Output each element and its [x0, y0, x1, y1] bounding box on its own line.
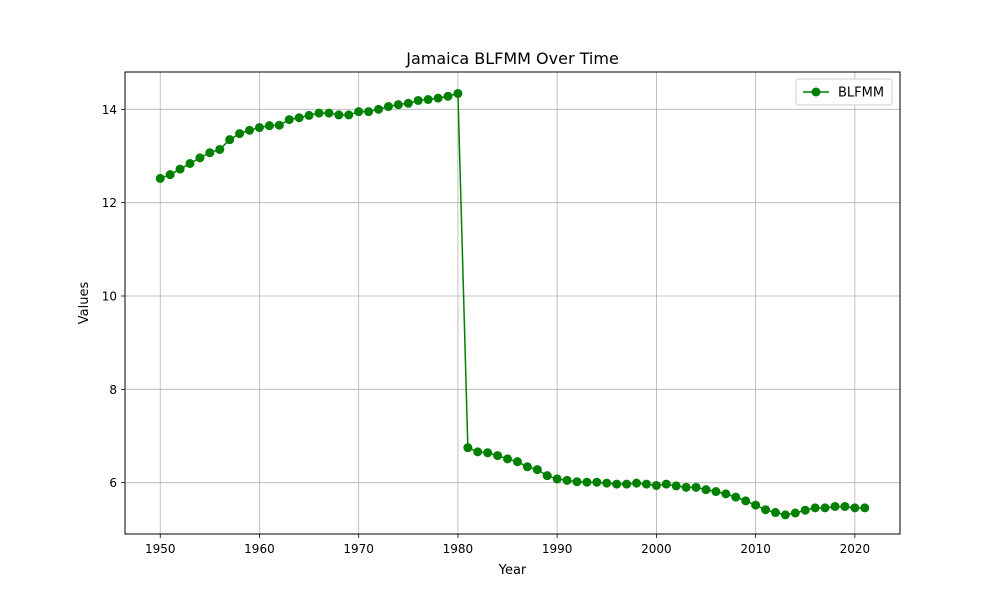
data-point: [800, 505, 810, 515]
data-point: [403, 98, 413, 108]
data-point: [820, 503, 830, 513]
data-point: [810, 503, 820, 513]
data-point: [701, 485, 711, 495]
data-point: [552, 474, 562, 484]
data-point: [314, 108, 324, 118]
data-point: [602, 478, 612, 488]
data-point: [592, 477, 602, 487]
data-point: [304, 110, 314, 120]
data-point: [245, 125, 255, 135]
data-point: [354, 107, 364, 117]
data-point: [383, 102, 393, 112]
x-tick-label: 1980: [443, 542, 474, 556]
data-point: [155, 173, 165, 183]
data-point: [324, 108, 334, 118]
data-point: [225, 135, 235, 145]
data-point: [493, 451, 503, 461]
data-point: [542, 471, 552, 481]
data-point: [195, 153, 205, 163]
data-point: [671, 481, 681, 491]
x-tick-label: 2010: [740, 542, 771, 556]
data-point: [393, 100, 403, 110]
y-tick-label: 12: [102, 196, 117, 210]
y-tick-label: 6: [109, 476, 117, 490]
chart-title: Jamaica BLFMM Over Time: [405, 49, 619, 68]
data-point: [264, 121, 274, 131]
data-point: [582, 477, 592, 487]
x-tick-label: 2020: [840, 542, 871, 556]
data-point: [790, 508, 800, 518]
x-tick-label: 1970: [343, 542, 374, 556]
x-tick-label: 1950: [145, 542, 176, 556]
data-point: [453, 88, 463, 98]
data-point: [731, 492, 741, 502]
data-point: [780, 510, 790, 520]
data-point: [433, 93, 443, 103]
data-point: [512, 457, 522, 467]
data-point: [175, 164, 185, 174]
x-tick-label: 2000: [641, 542, 672, 556]
y-axis: 6 8 10 12 14: [102, 103, 125, 490]
legend-label: BLFMM: [838, 86, 884, 101]
y-tick-label: 8: [109, 383, 117, 397]
data-point: [185, 158, 195, 168]
y-tick-label: 14: [102, 103, 117, 117]
data-point: [632, 478, 642, 488]
data-point: [215, 144, 225, 154]
data-point: [572, 477, 582, 487]
y-tick-label: 10: [102, 290, 117, 304]
data-point: [463, 443, 473, 453]
data-point: [294, 113, 304, 123]
data-point: [364, 107, 374, 117]
data-point: [532, 465, 542, 475]
data-point: [830, 501, 840, 511]
data-point: [165, 170, 175, 180]
data-point: [423, 95, 433, 105]
data-point: [284, 115, 294, 125]
data-point: [761, 505, 771, 515]
plot-frame: [124, 71, 901, 535]
legend: BLFMM: [795, 78, 893, 106]
data-point: [741, 496, 751, 506]
legend-box: [795, 78, 893, 106]
data-point: [751, 500, 761, 510]
data-point: [344, 110, 354, 120]
data-point: [413, 95, 423, 105]
x-axis: 1950 1960 1970 1980 1990 2000 2010 2020: [145, 534, 870, 556]
data-point: [374, 104, 384, 114]
data-point: [562, 475, 572, 485]
x-tick-label: 1990: [542, 542, 573, 556]
data-point: [721, 489, 731, 499]
data-point: [681, 482, 691, 492]
grid-lines: [125, 72, 900, 534]
x-axis-title: Year: [498, 563, 527, 578]
data-point: [691, 482, 701, 492]
data-point: [661, 479, 671, 489]
x-tick-label: 1960: [244, 542, 275, 556]
data-point: [711, 487, 721, 497]
data-point: [612, 479, 622, 489]
data-point: [503, 454, 513, 464]
data-point: [641, 479, 651, 489]
data-point: [205, 148, 215, 158]
data-point: [473, 447, 483, 457]
data-point: [334, 110, 344, 120]
plot-area: [155, 88, 870, 520]
data-point: [522, 462, 532, 472]
data-point: [651, 480, 661, 490]
data-point: [860, 503, 870, 513]
y-axis-title: Values: [77, 282, 92, 325]
data-point: [274, 120, 284, 130]
data-point: [483, 448, 493, 458]
legend-marker-sample: [811, 87, 821, 97]
data-point: [840, 501, 850, 511]
data-point: [254, 123, 264, 133]
data-point: [770, 508, 780, 518]
data-point: [443, 91, 453, 101]
data-point: [622, 479, 632, 489]
data-point: [235, 129, 245, 139]
data-point: [850, 503, 860, 513]
